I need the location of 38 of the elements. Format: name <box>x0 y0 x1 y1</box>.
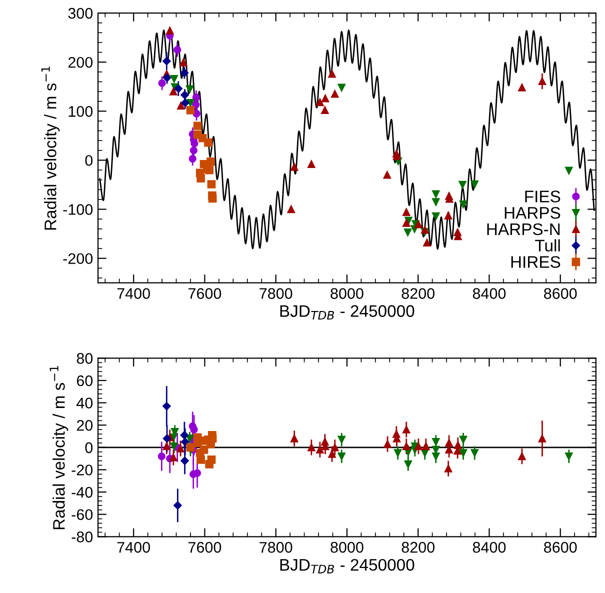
x-tick-label: 7600 <box>188 542 222 553</box>
y-tick-label: 80 <box>76 353 93 364</box>
y-tick-label: 40 <box>76 398 93 408</box>
x-tick-label: 8000 <box>330 288 364 299</box>
legend-label: FIES <box>525 190 560 202</box>
y-tick-label: -100 <box>63 204 93 215</box>
y-tick-label: -40 <box>72 486 93 498</box>
y-tick-label: 200 <box>68 56 93 68</box>
y-tick-label: 100 <box>68 106 93 117</box>
x-tick-label: 7400 <box>117 542 150 553</box>
legend-label: Tull <box>535 239 560 252</box>
y-tick-label: -20 <box>72 464 93 476</box>
x-tick-label: 7800 <box>260 542 292 553</box>
legend-label: HIRES <box>511 256 560 268</box>
y-tick-label: -60 <box>72 509 93 520</box>
x-tick-label: 7600 <box>188 288 222 299</box>
x-axis-title: BJD$_{TDB}$ - 2450000 <box>280 558 414 574</box>
x-tick-label: 7400 <box>117 288 150 299</box>
x-tick-label: 8600 <box>544 288 577 299</box>
y-tick-label: -200 <box>63 253 93 264</box>
y-tick-label: 0 <box>85 155 93 166</box>
legend-label: HARPS <box>504 206 560 219</box>
y-axis-title: Radial velocity / m s$^{−1}$ <box>41 66 60 230</box>
x-tick-label: 8000 <box>330 542 364 553</box>
y-tick-label: 60 <box>76 375 93 386</box>
x-tick-label: 8600 <box>544 542 577 553</box>
y-tick-label: 20 <box>76 420 93 431</box>
x-axis-title: BJD$_{TDB}$ - 2450000 <box>280 305 414 320</box>
x-tick-label: 8400 <box>472 288 506 299</box>
y-tick-label: -80 <box>72 532 93 542</box>
x-tick-label: 7800 <box>260 288 292 299</box>
x-tick-label: 8400 <box>472 542 506 553</box>
y-tick-label: 300 <box>68 8 93 19</box>
y-tick-label: 0 <box>85 442 93 454</box>
legend-label: HARPS-N <box>487 223 560 236</box>
x-tick-label: 8200 <box>402 542 434 553</box>
x-tick-label: 8200 <box>402 288 434 299</box>
y-axis-title: Radial velocity / m s$^{−1}$ <box>50 366 68 530</box>
